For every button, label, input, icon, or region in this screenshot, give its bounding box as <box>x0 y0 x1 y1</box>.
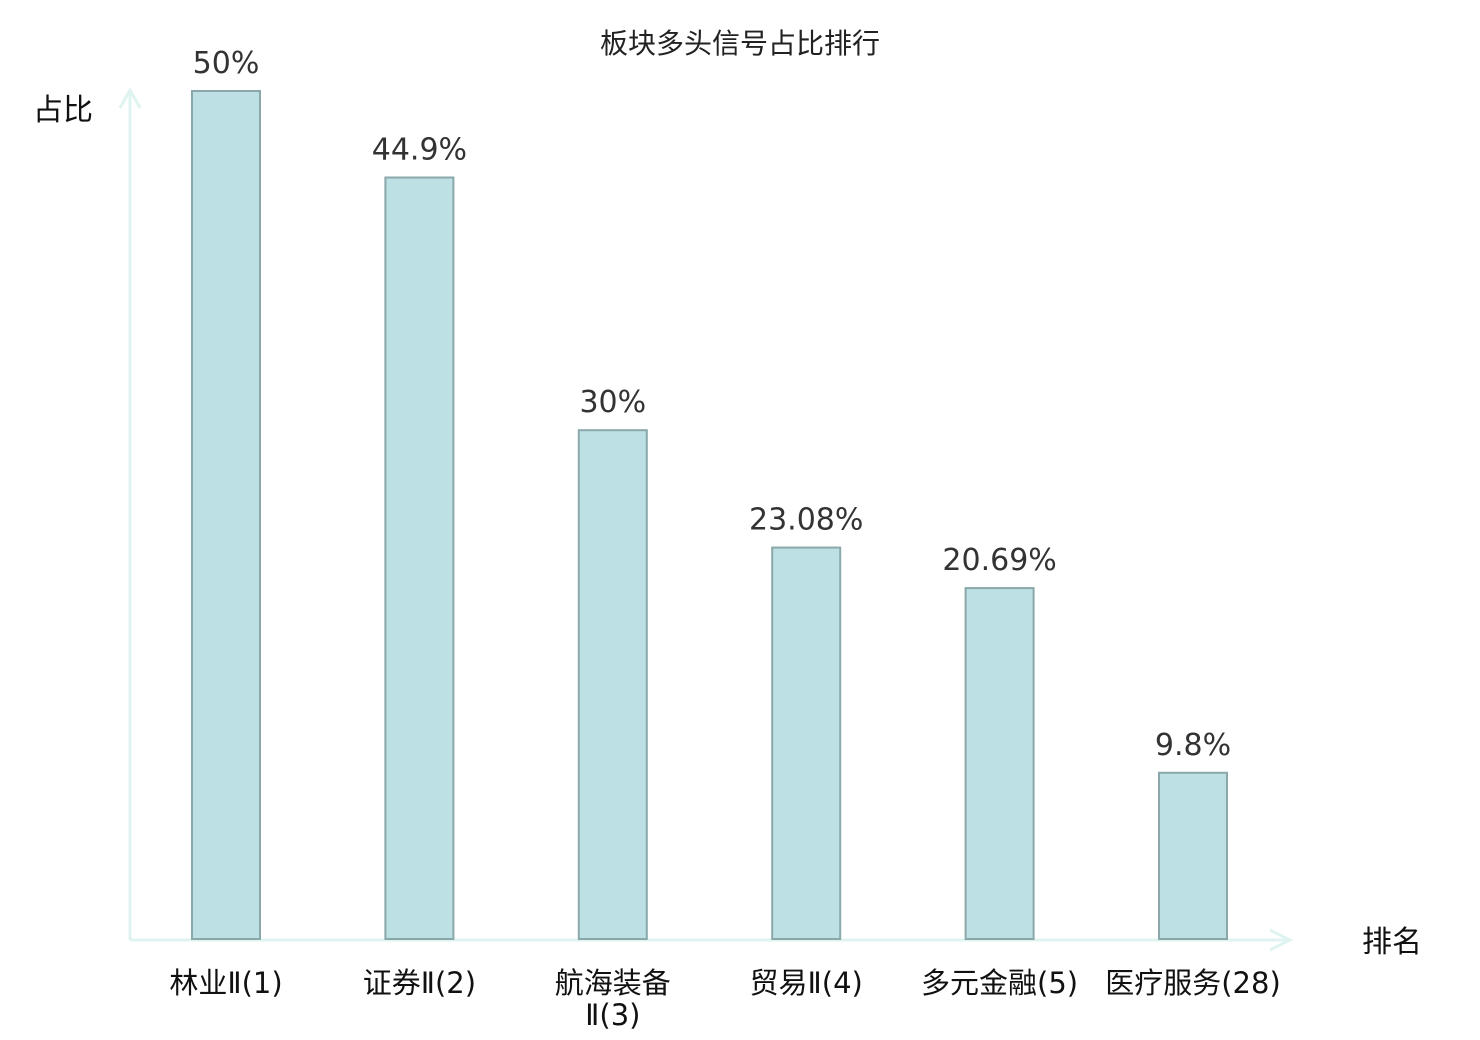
x-tick-label: 贸易Ⅱ(4) <box>750 966 863 1000</box>
bar <box>1158 771 1228 940</box>
data-label: 23.08% <box>749 503 863 538</box>
x-tick-label: 航海装备 Ⅱ(3) <box>555 966 671 1032</box>
bar <box>964 587 1035 940</box>
y-axis <box>118 86 142 940</box>
data-label: 44.9% <box>372 132 467 167</box>
y-axis-label: 占比 <box>33 93 93 128</box>
data-label: 50% <box>193 46 260 81</box>
bar <box>384 176 455 941</box>
data-label: 20.69% <box>942 543 1056 578</box>
x-tick-label: 证券Ⅱ(2) <box>363 966 476 1000</box>
x-tick-label: 多元金融(5) <box>921 966 1078 1000</box>
x-tick-label: 林业Ⅱ(1) <box>169 966 282 1000</box>
bar <box>191 90 261 940</box>
data-label: 30% <box>579 385 646 420</box>
data-label: 9.8% <box>1155 728 1231 763</box>
chart-title: 板块多头信号占比排行 <box>600 27 880 60</box>
x-axis-label: 排名 <box>1362 925 1422 960</box>
bar <box>771 546 842 940</box>
bar <box>577 429 648 940</box>
bars: 50% 林业Ⅱ(1) 44.9% 证券Ⅱ(2) 30% 航海装备 Ⅱ(3) 23.08% 贸易Ⅱ… <box>169 46 1280 1032</box>
x-axis <box>130 928 1294 952</box>
x-tick-label: 医疗服务(28) <box>1105 966 1281 1000</box>
